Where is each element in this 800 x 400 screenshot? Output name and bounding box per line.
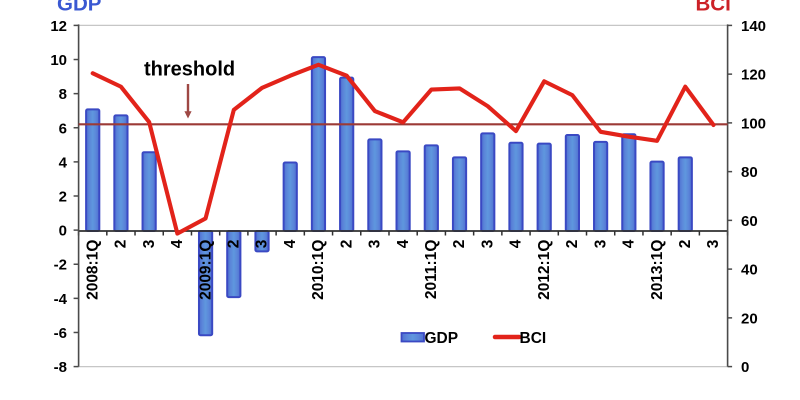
svg-text:2: 2 (677, 240, 694, 249)
svg-text:4: 4 (395, 239, 412, 248)
svg-text:3: 3 (705, 239, 722, 248)
svg-text:140: 140 (741, 18, 766, 35)
svg-text:BCI: BCI (520, 330, 547, 347)
svg-text:BCI: BCI (696, 0, 731, 16)
svg-text:60: 60 (741, 213, 758, 230)
svg-text:4: 4 (169, 239, 186, 248)
svg-text:3: 3 (367, 239, 384, 248)
svg-text:2012:1Q: 2012:1Q (536, 240, 553, 300)
svg-text:-8: -8 (54, 359, 67, 376)
svg-text:2: 2 (59, 189, 67, 206)
svg-text:2008:1Q: 2008:1Q (84, 240, 101, 300)
svg-text:4: 4 (282, 239, 299, 248)
svg-text:12: 12 (50, 18, 67, 35)
svg-text:2013:1Q: 2013:1Q (649, 240, 666, 300)
svg-text:2: 2 (113, 240, 130, 249)
svg-text:40: 40 (741, 262, 758, 279)
svg-text:4: 4 (59, 154, 68, 171)
svg-text:2010:1Q: 2010:1Q (310, 240, 327, 300)
svg-text:0: 0 (59, 223, 67, 240)
svg-text:80: 80 (741, 164, 758, 181)
svg-text:8: 8 (59, 86, 67, 103)
svg-text:2: 2 (564, 240, 581, 249)
svg-text:GDP: GDP (57, 0, 101, 16)
svg-text:4: 4 (508, 239, 525, 248)
svg-text:2011:1Q: 2011:1Q (423, 240, 440, 299)
svg-text:0: 0 (741, 359, 749, 376)
svg-text:120: 120 (741, 67, 766, 84)
svg-text:2: 2 (226, 240, 243, 249)
svg-text:4: 4 (621, 239, 638, 248)
svg-text:3: 3 (479, 239, 496, 248)
svg-text:100: 100 (741, 115, 766, 132)
svg-text:6: 6 (59, 120, 67, 137)
svg-text:2009:1Q: 2009:1Q (197, 240, 214, 300)
svg-text:GDP: GDP (425, 330, 459, 347)
svg-text:-6: -6 (54, 325, 67, 342)
svg-text:2: 2 (451, 240, 468, 249)
svg-text:threshold: threshold (144, 59, 235, 81)
svg-text:20: 20 (741, 310, 758, 327)
svg-text:3: 3 (141, 239, 158, 248)
svg-text:-2: -2 (54, 257, 67, 274)
svg-text:10: 10 (50, 52, 67, 69)
svg-text:-4: -4 (54, 291, 68, 308)
svg-text:2: 2 (338, 240, 355, 249)
svg-text:3: 3 (254, 239, 271, 248)
svg-text:3: 3 (592, 239, 609, 248)
